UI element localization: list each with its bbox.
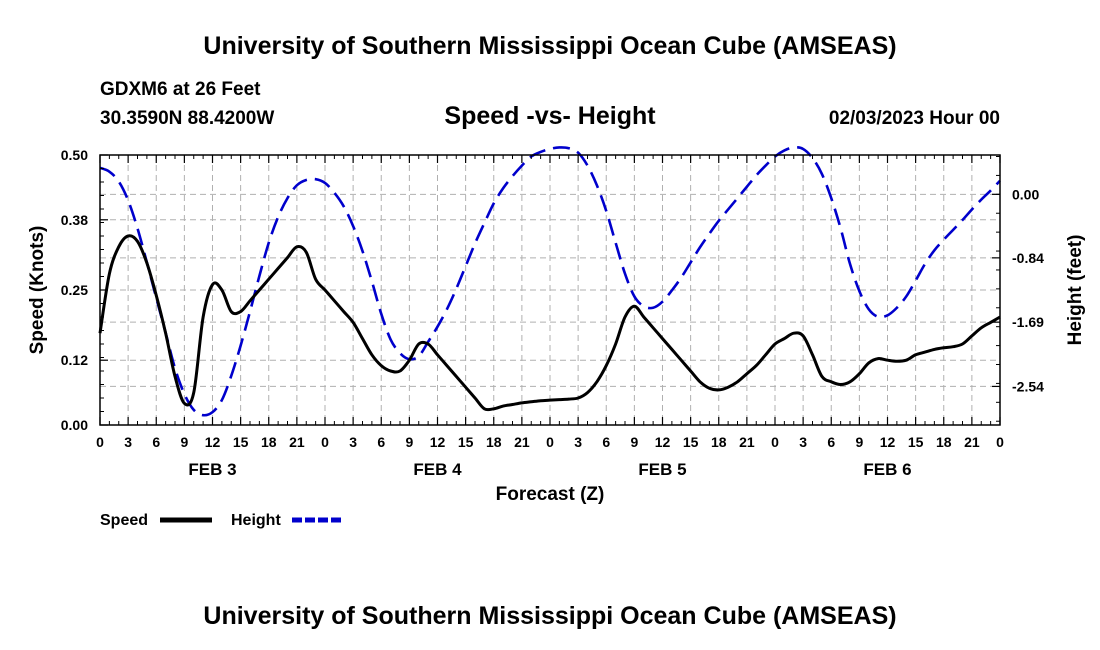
y-axis-title: Speed (Knots) bbox=[27, 226, 48, 355]
x-tick-label: 12 bbox=[430, 434, 446, 450]
y-tick-label: 0.12 bbox=[61, 352, 88, 368]
x-tick-label: 3 bbox=[124, 434, 132, 450]
legend: Speed Height bbox=[100, 512, 342, 529]
height-series-line bbox=[99, 146, 1001, 417]
x-tick-label: 0 bbox=[771, 434, 779, 450]
x-tick-label: 18 bbox=[486, 434, 502, 450]
x-tick-label: 15 bbox=[233, 434, 249, 450]
date-label: FEB 3 bbox=[188, 460, 236, 479]
y2-tick-label: -0.84 bbox=[1012, 250, 1044, 266]
date-label: FEB 4 bbox=[413, 460, 462, 479]
x-tick-label: 18 bbox=[936, 434, 952, 450]
coordinates-label: 30.3590N 88.4200W bbox=[100, 108, 274, 129]
x-tick-label: 18 bbox=[261, 434, 277, 450]
x-tick-label: 18 bbox=[711, 434, 727, 450]
x-tick-label: 6 bbox=[152, 434, 160, 450]
x-tick-label: 12 bbox=[205, 434, 221, 450]
x-tick-label: 6 bbox=[827, 434, 835, 450]
x-tick-label: 9 bbox=[180, 434, 188, 450]
x-tick-label: 15 bbox=[458, 434, 474, 450]
x-tick-label: 21 bbox=[289, 434, 305, 450]
legend-height-label: Height bbox=[231, 512, 281, 529]
x-tick-label: 0 bbox=[96, 434, 104, 450]
x-tick-label: 21 bbox=[739, 434, 755, 450]
y2-axis-title: Height (feet) bbox=[1065, 235, 1086, 346]
legend-speed-label: Speed bbox=[100, 512, 148, 529]
x-tick-label: 0 bbox=[996, 434, 1004, 450]
footer-title: University of Southern Mississippi Ocean… bbox=[203, 602, 896, 630]
y-tick-label: 0.38 bbox=[61, 212, 88, 228]
y2-tick-label: -1.69 bbox=[1012, 314, 1044, 330]
x-tick-label: 3 bbox=[574, 434, 582, 450]
x-tick-label: 12 bbox=[655, 434, 671, 450]
x-axis-title: Forecast (Z) bbox=[496, 484, 605, 505]
x-tick-label: 9 bbox=[855, 434, 863, 450]
x-tick-label: 15 bbox=[908, 434, 924, 450]
y-tick-label: 0.50 bbox=[61, 147, 88, 163]
date-label: FEB 5 bbox=[638, 460, 686, 479]
axis-ticks bbox=[99, 154, 1001, 426]
speed-series-line bbox=[98, 234, 1001, 412]
y-tick-label: 0.00 bbox=[61, 417, 88, 433]
x-tick-label: 3 bbox=[799, 434, 807, 450]
y-tick-label: 0.25 bbox=[61, 282, 88, 298]
x-tick-label: 9 bbox=[630, 434, 638, 450]
y2-tick-label: -2.54 bbox=[1012, 378, 1044, 394]
axis-tick-labels: 0 3 6 9 12 15 18 21 0 3 6 9 12 15 18 21 0 3 6 9 12 15 18 21 0 3 6 9… bbox=[61, 147, 1044, 479]
datetime-label: 02/03/2023 Hour 00 bbox=[829, 108, 1000, 129]
x-tick-label: 3 bbox=[349, 434, 357, 450]
page-title: University of Southern Mississippi Ocean… bbox=[203, 32, 896, 60]
grid-lines bbox=[100, 155, 1000, 425]
chart-title: Speed -vs- Height bbox=[444, 102, 656, 130]
station-label: GDXM6 at 26 Feet bbox=[100, 79, 261, 100]
x-tick-label: 21 bbox=[514, 434, 530, 450]
y2-tick-label: 0.00 bbox=[1012, 186, 1039, 202]
series-group bbox=[98, 146, 1001, 417]
x-tick-label: 6 bbox=[602, 434, 610, 450]
x-tick-label: 0 bbox=[546, 434, 554, 450]
x-tick-label: 12 bbox=[880, 434, 896, 450]
date-label: FEB 6 bbox=[863, 460, 911, 479]
x-tick-label: 15 bbox=[683, 434, 699, 450]
x-tick-label: 6 bbox=[377, 434, 385, 450]
x-tick-label: 0 bbox=[321, 434, 329, 450]
x-tick-label: 9 bbox=[405, 434, 413, 450]
x-tick-label: 21 bbox=[964, 434, 980, 450]
